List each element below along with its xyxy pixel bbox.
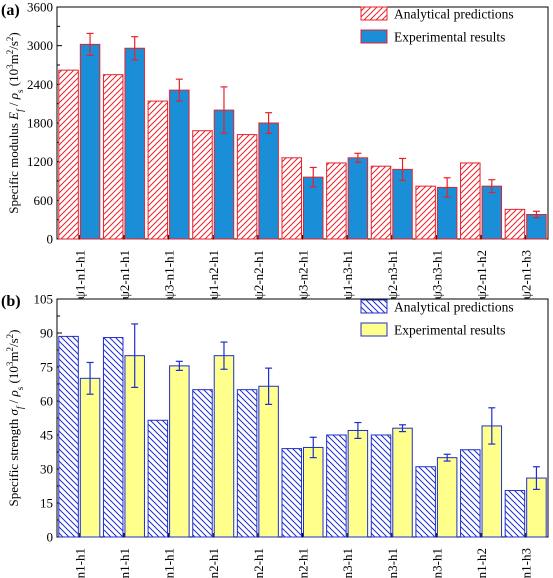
- x-tick-label: ψ2-n1-h1: [117, 250, 132, 299]
- x-tick-label: ψ2-n1-h3: [519, 548, 534, 578]
- x-tick-label: ψ3-n1-h1: [162, 250, 177, 299]
- bar-analytical: [326, 162, 347, 240]
- chart-panel-a: 0 600 1200 1800 2400 3000 3600 ψ1-n1-h1 ψ2-n1-h1…: [1, 0, 549, 299]
- y-tick-label: 0: [47, 530, 54, 545]
- bar-experimental: [124, 47, 145, 240]
- legend-label-experimental: Experimental results: [394, 30, 505, 45]
- x-tick-label: ψ2-n3-h1: [385, 548, 400, 578]
- bar-analytical: [281, 448, 302, 538]
- y-tick-label: 0: [47, 232, 54, 247]
- bar-analytical: [370, 434, 392, 538]
- bar-analytical: [504, 490, 526, 538]
- x-tick-label: ψ3-n2-h1: [296, 548, 311, 578]
- x-tick-label: ψ2-n1-h1: [117, 548, 132, 578]
- bar-analytical: [58, 69, 79, 240]
- bar-analytical: [58, 335, 79, 538]
- bar-analytical: [102, 74, 124, 240]
- legend-label-analytical: Analytical predictions: [394, 300, 514, 315]
- x-tick-label: ψ1-n3-h1: [340, 250, 355, 299]
- y-tick-label: 3600: [27, 0, 53, 15]
- y-tick-label: 600: [34, 193, 54, 208]
- bar-analytical: [147, 419, 169, 538]
- x-tick-label: ψ3-n3-h1: [429, 548, 444, 578]
- bar-experimental: [303, 446, 324, 538]
- bar-analytical: [460, 162, 481, 240]
- bar-analytical: [236, 134, 258, 240]
- x-tick-label: ψ1-n1-h1: [72, 250, 87, 299]
- y-tick-label: 15: [40, 496, 53, 511]
- bar-analytical: [415, 185, 436, 240]
- bar-experimental: [347, 429, 369, 538]
- y-axis-label: Specific strength σf / ρs (103m2/s2): [5, 329, 25, 506]
- bar-analytical: [415, 466, 436, 538]
- bar-experimental: [79, 43, 101, 240]
- bar-experimental: [258, 385, 279, 538]
- y-tick-label: 60: [40, 394, 53, 409]
- legend-swatch-experimental: [360, 322, 388, 337]
- bar-analytical: [370, 165, 392, 240]
- x-tick-label: ψ2-n3-h1: [385, 250, 400, 299]
- chart-panel-b: 0 15 30 45 60 75 90 105 ψ1-n1-h1 ψ2-n1-h1 ψ3-n1-h1…: [1, 292, 549, 578]
- legend-label-experimental: Experimental results: [394, 323, 505, 338]
- bar-experimental: [481, 185, 503, 240]
- x-tick-label: ψ1-n3-h1: [340, 548, 355, 578]
- bar-analytical: [460, 449, 481, 538]
- x-tick-label: ψ3-n2-h1: [296, 250, 311, 299]
- legend-swatch-analytical: [360, 6, 388, 21]
- x-tick-label: ψ1-n2-h1: [206, 250, 221, 299]
- y-tick-label: 90: [40, 326, 53, 341]
- bar-analytical: [192, 389, 213, 538]
- bar-experimental: [169, 89, 190, 240]
- panel-label: (a): [1, 2, 20, 19]
- x-tick-label: ψ2-n1-h2: [474, 548, 489, 578]
- x-tick-label: ψ2-n2-h1: [251, 548, 266, 578]
- bar-analytical: [236, 389, 258, 538]
- bar-analytical: [102, 337, 124, 538]
- x-tick-label: ψ3-n1-h1: [162, 548, 177, 578]
- legend-swatch-analytical: [360, 299, 388, 314]
- panel-label: (b): [1, 293, 21, 310]
- x-tick-label: ψ2-n1-h3: [519, 250, 534, 299]
- y-tick-label: 1800: [27, 116, 53, 131]
- x-tick-label: ψ1-n1-h1: [72, 548, 87, 578]
- bar-analytical: [147, 100, 169, 240]
- x-tick-label: ψ2-n1-h2: [474, 250, 489, 299]
- y-axis-label: Specific modulus Ef / ρs (103m2/s2): [5, 32, 25, 213]
- x-tick-label: ψ1-n2-h1: [206, 548, 221, 578]
- bar-analytical: [326, 434, 347, 538]
- y-tick-label: 3000: [27, 38, 53, 53]
- y-tick-label: 45: [40, 428, 53, 443]
- y-tick-label: 75: [40, 360, 53, 375]
- x-tick-label: ψ2-n2-h1: [251, 250, 266, 299]
- y-tick-label: 30: [40, 462, 53, 477]
- y-tick-label: 1200: [27, 154, 53, 169]
- bar-experimental: [169, 365, 190, 538]
- y-tick-label: 2400: [27, 77, 53, 92]
- legend-swatch-experimental: [360, 29, 388, 44]
- y-tick-label: 105: [34, 292, 54, 307]
- x-tick-label: ψ3-n3-h1: [429, 250, 444, 299]
- bar-analytical: [192, 130, 213, 240]
- bar-experimental: [436, 457, 458, 538]
- bar-experimental: [392, 427, 413, 538]
- legend-label-analytical: Analytical predictions: [394, 7, 514, 22]
- bar-analytical: [504, 208, 526, 240]
- bar-experimental: [79, 377, 101, 538]
- bar-experimental: [213, 355, 235, 538]
- bar-analytical: [281, 157, 302, 240]
- bar-experimental: [347, 157, 369, 240]
- bar-experimental: [258, 122, 279, 240]
